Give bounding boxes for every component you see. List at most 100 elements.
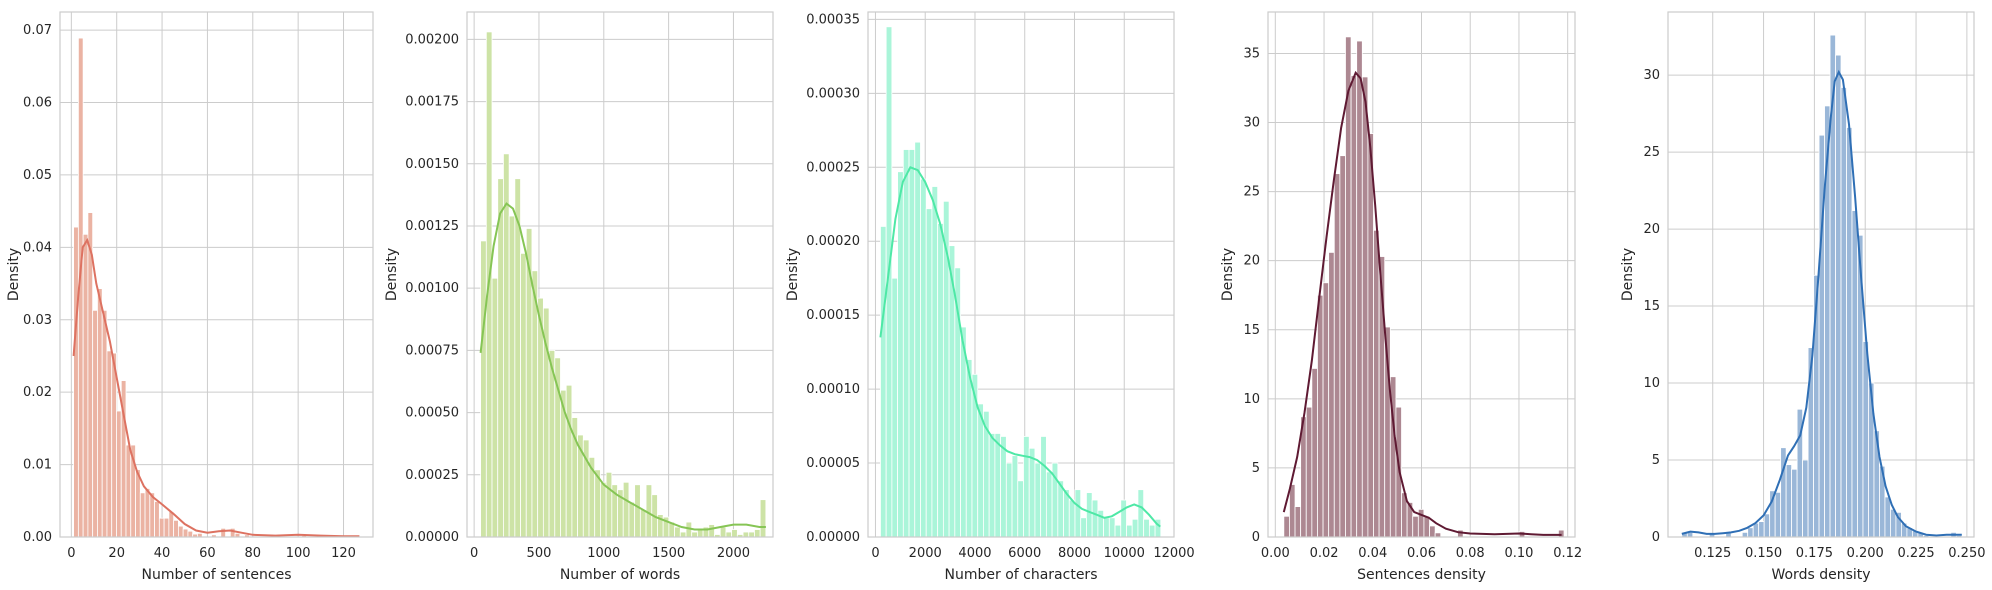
kde-line (72, 237, 360, 538)
x-tick-label: 10000 (1104, 546, 1145, 561)
histogram-bar (754, 529, 761, 538)
x-tick-label: 0 (871, 546, 879, 561)
y-tick-label: 0.00150 (405, 157, 459, 172)
histogram-bar (920, 178, 927, 538)
histogram-bar (931, 186, 939, 538)
x-tick-label: 0 (470, 546, 478, 561)
chart-panel-4: 0.00 0.02 0.04 0.06 0.08 0.10 0.12 0 5 10 15 20 25 30… (1220, 11, 1582, 583)
histogram-bar (1802, 459, 1809, 538)
histogram-bar (497, 178, 504, 538)
histogram-bar (1294, 506, 1302, 538)
histogram-bar (520, 252, 527, 538)
histogram-bar (1120, 499, 1127, 538)
y-tick-label: 0 (1252, 530, 1260, 545)
histogram-bar (674, 526, 681, 538)
histogram-bar (1097, 509, 1104, 538)
x-axis-label: Sentences density (1357, 567, 1486, 583)
y-tick-label: 0.03 (23, 313, 52, 328)
y-tick-label: 15 (1643, 299, 1660, 314)
x-tick-label: 100 (286, 546, 311, 561)
histogram-bar (1339, 155, 1346, 538)
histogram-bar (1835, 54, 1842, 538)
y-axis-label: Density (6, 248, 22, 301)
histogram-bar (605, 471, 613, 538)
plot-frame (1667, 11, 1975, 538)
histogram-bar (1305, 406, 1313, 538)
histogram-bar (503, 153, 510, 538)
histogram-bar (1356, 40, 1363, 538)
histogram-bar (154, 501, 160, 538)
histogram-bar (1747, 527, 1754, 538)
histogram-bar (1023, 436, 1030, 538)
histogram-bar (1412, 515, 1419, 538)
histogram-bar (697, 529, 704, 538)
y-tick-label: 30 (1243, 116, 1260, 131)
histogram-bar (1108, 517, 1116, 538)
kde-line (479, 202, 766, 531)
histogram-bar (111, 352, 117, 538)
histogram-bar (1091, 499, 1099, 538)
y-tick-label: 25 (1643, 145, 1660, 160)
y-tick-label: 0.00175 (405, 95, 459, 110)
x-tick-label: 60 (199, 546, 216, 561)
histogram-bar (1034, 462, 1042, 538)
x-tick-label: 40 (154, 546, 171, 561)
histogram-bar (1752, 522, 1760, 538)
histogram-bar (708, 524, 715, 538)
chart-panel-1: 0 20 40 60 80 100 120 0.00 0.01 0.02 0.03 0.04 0.05 0… (6, 11, 374, 583)
histogram-bar (1345, 36, 1352, 538)
y-tick-label: 0.02 (23, 385, 52, 400)
histogram-bar (1758, 521, 1765, 538)
y-tick-label: 20 (1643, 222, 1660, 237)
y-tick-label: 0.00000 (806, 530, 860, 545)
x-tick-label: 12000 (1153, 546, 1194, 561)
histogram-bar (173, 519, 179, 538)
x-tick-label: 120 (331, 546, 356, 561)
histogram-bar (531, 270, 539, 538)
histogram-bar (1785, 464, 1793, 538)
x-tick-label: 0.12 (1553, 546, 1582, 561)
y-tick-label: 0.00015 (806, 308, 860, 323)
histogram-bar (1068, 499, 1076, 538)
histogram-bar (491, 277, 499, 538)
histogram-bar (725, 531, 733, 538)
histogram-bar (1328, 251, 1335, 538)
y-tick-label: 0 (1652, 530, 1660, 545)
y-tick-label: 5 (1252, 461, 1260, 476)
y-tick-label: 35 (1243, 46, 1260, 61)
y-tick-label: 0.00025 (405, 468, 459, 483)
plot-frame (59, 11, 374, 538)
histogram-bar (135, 469, 141, 538)
histogram-bar (1148, 524, 1156, 538)
histogram-bar (116, 410, 122, 538)
x-tick-label: 0.02 (1310, 546, 1339, 561)
histogram-bar (628, 501, 636, 538)
histogram-bar (645, 484, 653, 538)
histogram-bar (731, 529, 738, 538)
histogram-bar (937, 223, 944, 538)
x-tick-label: 0.08 (1456, 546, 1485, 561)
x-tick-label: 500 (527, 546, 552, 561)
x-tick-label: 0.06 (1407, 546, 1436, 561)
histogram-bar (914, 141, 921, 538)
x-tick-label: 2000 (717, 546, 750, 561)
histogram-bar (1074, 489, 1082, 538)
histogram-bar (965, 359, 973, 538)
histogram-bar (125, 444, 132, 538)
histogram-bar (565, 384, 573, 538)
histogram-bar (177, 525, 184, 538)
histogram-bar (1884, 496, 1891, 538)
x-axis-label: Number of sentences (142, 567, 292, 583)
histogram-bar (1434, 532, 1442, 538)
x-tick-label: 0.04 (1358, 546, 1387, 561)
histogram-bar (1028, 447, 1036, 538)
x-tick-label: 0 (67, 546, 75, 561)
histogram-bar (1741, 531, 1749, 538)
x-tick-label: 6000 (1008, 546, 1041, 561)
histogram-bar (1558, 529, 1565, 538)
y-tick-label: 30 (1643, 68, 1660, 83)
histogram-bar (1350, 75, 1358, 538)
histogram-bar (1429, 525, 1436, 538)
histogram-bar (600, 481, 607, 538)
x-tick-label: 1500 (652, 546, 685, 561)
